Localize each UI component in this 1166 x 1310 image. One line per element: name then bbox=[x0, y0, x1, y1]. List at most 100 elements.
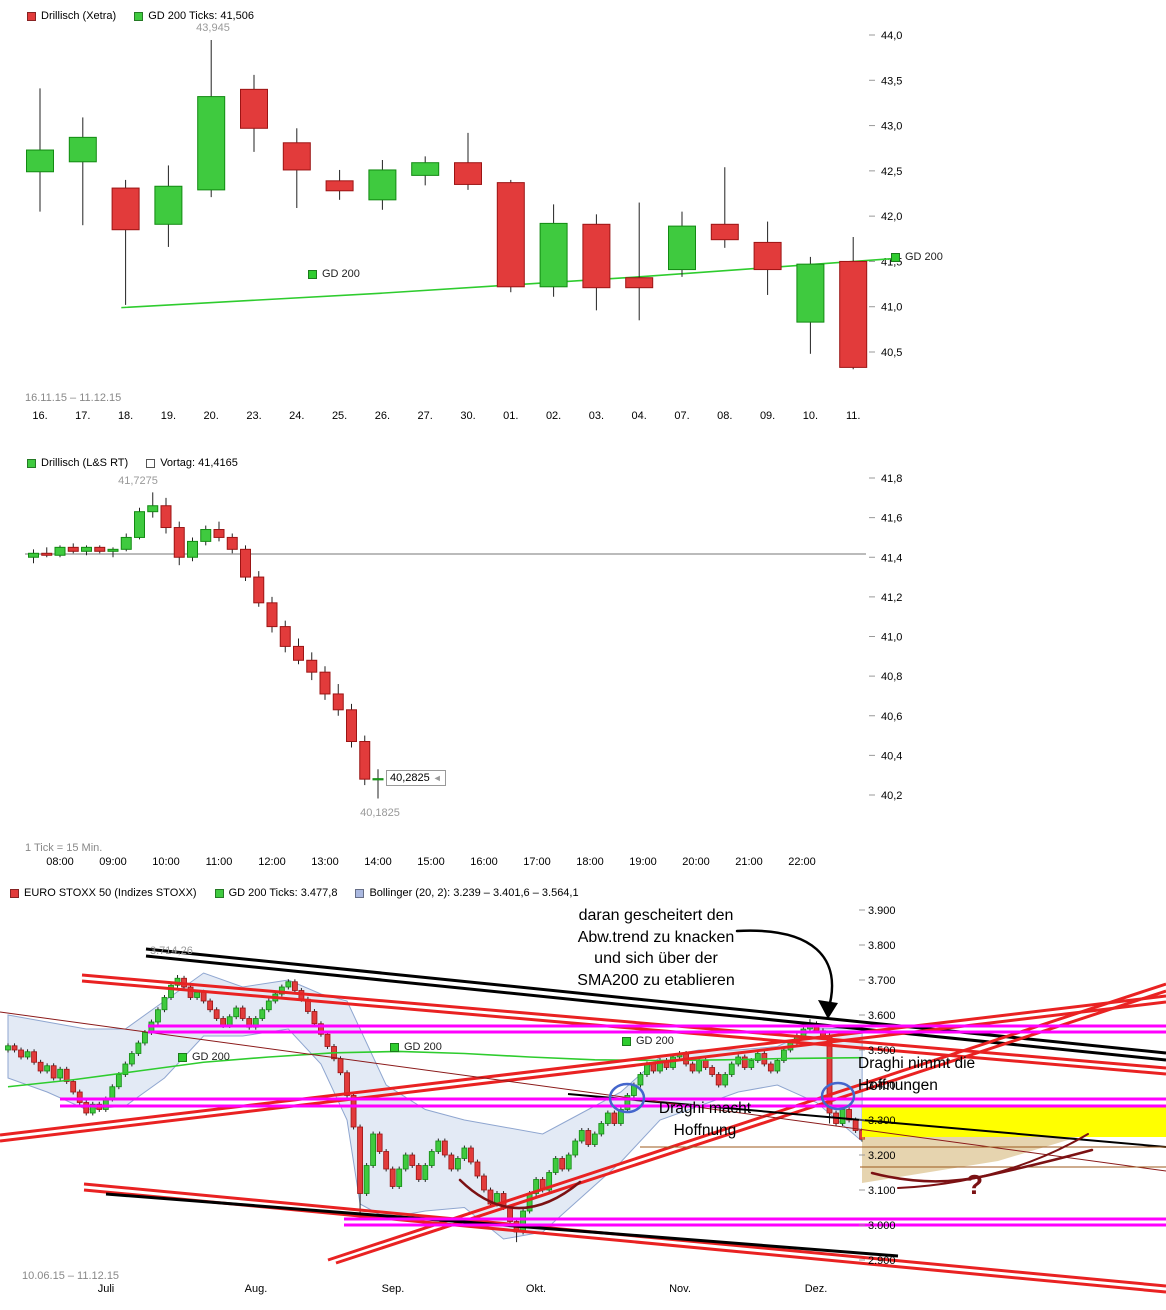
svg-text:14:00: 14:00 bbox=[364, 856, 392, 868]
red-series-swatch-icon bbox=[10, 888, 19, 898]
date-range-label: 10.06.15 – 11.12.15 bbox=[22, 1270, 120, 1282]
svg-text:17.: 17. bbox=[75, 410, 90, 422]
annotation-line: Draghi macht bbox=[658, 1100, 752, 1117]
tick-interval-label: 1 Tick = 15 Min. bbox=[25, 842, 103, 854]
svg-text:3.300: 3.300 bbox=[868, 1115, 896, 1127]
svg-text:20.: 20. bbox=[204, 410, 219, 422]
gd200-axis-text: GD 200 bbox=[905, 251, 943, 263]
legend-label-vortag: Vortag: 41,4165 bbox=[160, 457, 238, 469]
svg-text:41,2: 41,2 bbox=[881, 592, 902, 604]
chart-panel-drillisch-xetra: 44,0 43,5 43,0 42,5 42,0 41,5 41,0 40,5 16. 17. 18… bbox=[0, 8, 1166, 455]
xetra-daily-plot[interactable]: 44,043,543,042,542,041,541,040,516. 17. 18… bbox=[0, 8, 1166, 455]
legend-item-gd200[interactable]: GD 200 Ticks: 3.477,8 bbox=[214, 887, 338, 899]
svg-text:12:00: 12:00 bbox=[258, 856, 286, 868]
legend-eurostoxx: EURO STOXX 50 (Indizes STOXX) GD 200 Tic… bbox=[10, 887, 579, 899]
svg-text:42,5: 42,5 bbox=[881, 166, 902, 178]
intraday-high-label: 41,7275 bbox=[118, 475, 158, 487]
svg-text:Sep.: Sep. bbox=[382, 1283, 405, 1295]
question-mark-annotation: ? bbox=[966, 1169, 984, 1200]
gd200-inline-label-1: GD 200 bbox=[178, 1051, 230, 1063]
svg-text:25.: 25. bbox=[332, 410, 347, 422]
svg-text:19.: 19. bbox=[161, 410, 176, 422]
svg-text:3.600: 3.600 bbox=[868, 1010, 896, 1022]
svg-text:23.: 23. bbox=[246, 410, 261, 422]
legend-label-bollinger: Bollinger (20, 2): 3.239 – 3.401,6 – 3.5… bbox=[369, 887, 579, 899]
gd200-inline-label-3: GD 200 bbox=[622, 1035, 674, 1047]
annotation-draghi-takes-hope: Draghi nimmt die Hoffnungen bbox=[858, 1053, 1008, 1096]
svg-text:Dez.: Dez. bbox=[805, 1283, 828, 1295]
gd200-swatch-icon bbox=[390, 1042, 399, 1052]
svg-text:27.: 27. bbox=[418, 410, 433, 422]
annotation-draghi-hope: Draghi macht Hoffnung bbox=[646, 1098, 764, 1141]
eurostoxx-plot[interactable]: 3.900 3.800 3.700 3.600 3.500 3.400 3.300 3.200… bbox=[0, 885, 1166, 1302]
annotation-line: SMA200 zu etablieren bbox=[577, 971, 735, 989]
svg-text:10:00: 10:00 bbox=[152, 856, 180, 868]
svg-text:07.: 07. bbox=[674, 410, 689, 422]
legend-label-drillisch-xetra: Drillisch (Xetra) bbox=[41, 10, 117, 22]
svg-text:09.: 09. bbox=[760, 410, 775, 422]
legend-label-drillisch-ls: Drillisch (L&S RT) bbox=[41, 457, 129, 469]
legend-xetra: Drillisch (Xetra) GD 200 Ticks: 41,506 bbox=[27, 10, 254, 22]
svg-text:03.: 03. bbox=[589, 410, 604, 422]
gd200-swatch-icon bbox=[178, 1052, 187, 1062]
svg-text:41,0: 41,0 bbox=[881, 302, 902, 314]
annotation-line: Hoffnungen bbox=[858, 1076, 938, 1094]
annotation-line: Draghi nimmt die bbox=[858, 1055, 976, 1072]
svg-text:11:00: 11:00 bbox=[206, 856, 233, 868]
svg-text:41,0: 41,0 bbox=[881, 632, 902, 644]
svg-text:11.: 11. bbox=[846, 410, 860, 422]
legend-item-vortag[interactable]: Vortag: 41,4165 bbox=[146, 457, 238, 469]
svg-text:2.900: 2.900 bbox=[868, 1255, 896, 1267]
annotation-line: Hoffnung bbox=[673, 1121, 737, 1139]
annotation-line: daran gescheitert den bbox=[578, 907, 734, 924]
legend-ls: Drillisch (L&S RT) Vortag: 41,4165 bbox=[27, 457, 238, 469]
svg-text:13:00: 13:00 bbox=[311, 856, 339, 868]
svg-text:26.: 26. bbox=[375, 410, 390, 422]
legend-item-drillisch-ls[interactable]: Drillisch (L&S RT) bbox=[27, 457, 128, 469]
svg-text:21:00: 21:00 bbox=[735, 856, 763, 868]
svg-text:43,0: 43,0 bbox=[881, 121, 902, 133]
legend-item-drillisch-xetra[interactable]: Drillisch (Xetra) bbox=[27, 10, 116, 22]
annotation-line: und sich über der bbox=[594, 950, 718, 967]
svg-text:Okt.: Okt. bbox=[526, 1283, 546, 1295]
svg-text:40,6: 40,6 bbox=[881, 711, 902, 723]
svg-text:19:00: 19:00 bbox=[629, 856, 657, 868]
svg-text:3.400: 3.400 bbox=[868, 1080, 896, 1092]
svg-text:18:00: 18:00 bbox=[576, 856, 604, 868]
svg-text:42,0: 42,0 bbox=[881, 211, 902, 223]
svg-text:Nov.: Nov. bbox=[669, 1283, 691, 1295]
legend-item-bollinger[interactable]: Bollinger (20, 2): 3.239 – 3.401,6 – 3.5… bbox=[355, 887, 579, 899]
legend-label-gd200: GD 200 Ticks: 3.477,8 bbox=[228, 887, 338, 899]
svg-text:3.700: 3.700 bbox=[868, 975, 896, 987]
gd200-inline-text: GD 200 bbox=[322, 268, 360, 280]
gd200-inline-text: GD 200 bbox=[192, 1051, 230, 1063]
svg-text:18.: 18. bbox=[118, 410, 133, 422]
red-series-swatch-icon bbox=[27, 11, 36, 21]
ls-intraday-plot[interactable]: 41,8 41,6 41,4 41,2 41,0 40,8 40,6 40,4 40,2 08:0… bbox=[0, 455, 1166, 885]
gd200-axis-label: GD 200 bbox=[891, 251, 943, 263]
legend-item-eurostoxx[interactable]: EURO STOXX 50 (Indizes STOXX) bbox=[10, 887, 197, 899]
svg-text:40,5: 40,5 bbox=[881, 347, 902, 359]
svg-text:02.: 02. bbox=[546, 410, 561, 422]
gd200-inline-label: GD 200 bbox=[308, 268, 360, 280]
svg-text:41,4: 41,4 bbox=[881, 552, 902, 564]
svg-text:22:00: 22:00 bbox=[788, 856, 816, 868]
chart-panel-eurostoxx50: 3.900 3.800 3.700 3.600 3.500 3.400 3.300 3.200… bbox=[0, 885, 1166, 1302]
svg-text:Juli: Juli bbox=[98, 1283, 115, 1295]
svg-text:3.200: 3.200 bbox=[868, 1150, 896, 1162]
svg-text:08.: 08. bbox=[717, 410, 732, 422]
svg-text:3.100: 3.100 bbox=[868, 1185, 896, 1197]
date-range-label: 16.11.15 – 11.12.15 bbox=[25, 392, 122, 404]
svg-text:20:00: 20:00 bbox=[682, 856, 710, 868]
svg-text:30.: 30. bbox=[460, 410, 475, 422]
svg-text:10.: 10. bbox=[803, 410, 818, 422]
svg-text:08:00: 08:00 bbox=[46, 856, 74, 868]
gd200-inline-label-2: GD 200 bbox=[390, 1041, 442, 1053]
legend-item-gd200-ticks[interactable]: GD 200 Ticks: 41,506 bbox=[134, 10, 254, 22]
peak-price-label: 3.714,26 bbox=[150, 945, 193, 957]
green-series-swatch-icon bbox=[214, 888, 224, 898]
green-series-swatch-icon bbox=[27, 458, 36, 468]
svg-text:3.500: 3.500 bbox=[868, 1045, 896, 1057]
svg-text:40,8: 40,8 bbox=[881, 671, 902, 683]
svg-text:04.: 04. bbox=[632, 410, 647, 422]
